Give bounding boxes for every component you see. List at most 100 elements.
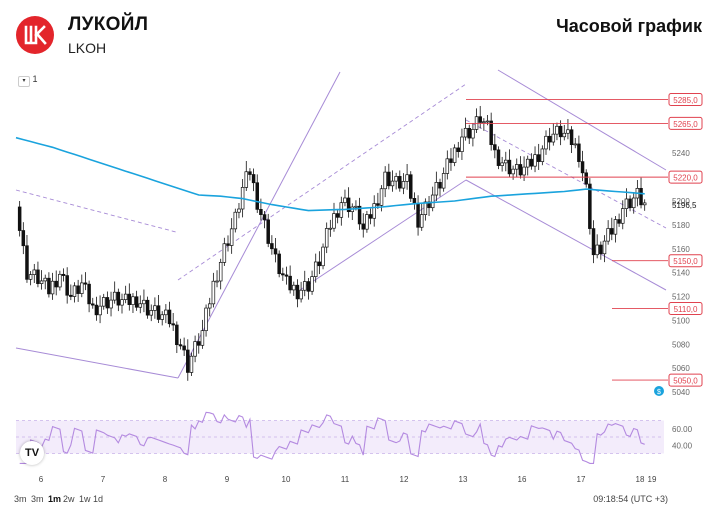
candle	[387, 163, 391, 190]
candle	[313, 253, 318, 283]
candle	[368, 208, 373, 225]
candle	[182, 337, 186, 356]
candle	[229, 218, 234, 254]
level-tag[interactable]	[668, 170, 703, 184]
candle	[602, 235, 607, 263]
clock-readout: 09:18:54 (UTC +3)	[593, 494, 668, 504]
candle	[156, 295, 161, 324]
candle	[91, 297, 95, 309]
timeframe-button-5[interactable]: 1d	[93, 494, 104, 504]
x-tick-label: 19	[648, 475, 657, 484]
ticker-symbol: LKOH	[68, 40, 107, 56]
candle	[65, 267, 69, 304]
timeframe-button-1[interactable]: 3m	[31, 494, 44, 504]
candle	[101, 293, 106, 310]
moving-average-line	[15, 136, 645, 212]
x-tick-label: 17	[577, 475, 586, 484]
candle	[87, 280, 91, 313]
candle	[452, 144, 457, 167]
candle	[211, 272, 216, 308]
candle	[47, 272, 51, 298]
dollar-icon[interactable]	[654, 386, 664, 396]
candle	[339, 196, 344, 226]
candle	[50, 272, 55, 300]
level-tag[interactable]	[668, 301, 703, 315]
timeframe-button-3[interactable]: 2w	[63, 494, 75, 504]
candle	[83, 272, 88, 291]
timeframe-button-2[interactable]: 1m	[48, 494, 62, 504]
candle	[507, 149, 512, 178]
candle	[471, 123, 475, 147]
candle	[529, 153, 534, 170]
level-tag-label: 5285,0	[673, 96, 698, 105]
candle	[123, 285, 128, 304]
candle	[588, 178, 592, 235]
rsi-line	[19, 411, 645, 464]
candle	[262, 211, 267, 229]
candle	[621, 200, 625, 230]
candle	[109, 291, 113, 317]
candle	[357, 197, 362, 230]
candle	[434, 171, 439, 202]
candle	[295, 279, 300, 308]
timeframe-button-4[interactable]: 1w	[79, 494, 91, 504]
candle	[394, 172, 398, 190]
candle	[416, 195, 420, 236]
candle	[292, 281, 296, 296]
level-tag-label: 5050,0	[673, 377, 698, 386]
candle	[613, 215, 618, 243]
y-tick-label: 5140	[672, 269, 690, 278]
compare-toggle[interactable]: ▾ 1	[18, 74, 38, 87]
candle	[515, 158, 519, 178]
candle	[200, 319, 205, 349]
candle	[251, 168, 256, 192]
timeframe-button-0[interactable]: 3m	[14, 494, 27, 504]
candle	[145, 296, 150, 319]
trend-channel-line	[497, 69, 667, 171]
candle	[449, 148, 453, 171]
candle	[409, 171, 413, 202]
level-tag[interactable]	[668, 116, 703, 130]
candle	[153, 297, 157, 319]
trend-channel-line	[15, 189, 177, 233]
candle	[237, 203, 241, 219]
candle	[310, 270, 314, 295]
candle	[244, 161, 249, 191]
candle	[303, 270, 307, 297]
candle	[467, 124, 471, 145]
candle	[628, 195, 632, 212]
candle	[591, 220, 596, 264]
candle	[398, 170, 402, 192]
y-tick-label: 5060	[672, 364, 690, 373]
candle	[36, 261, 40, 288]
candle	[281, 267, 285, 281]
candle	[54, 270, 58, 296]
company-name: ЛУКОЙЛ	[68, 14, 149, 35]
candle	[617, 213, 621, 227]
candle	[197, 333, 201, 354]
candle	[504, 151, 508, 172]
level-tag[interactable]	[668, 373, 703, 387]
candle	[324, 222, 329, 254]
level-tag[interactable]	[668, 93, 703, 107]
candle	[105, 291, 110, 314]
candle	[306, 277, 311, 300]
candle	[167, 301, 172, 328]
candle	[142, 289, 146, 313]
candle	[511, 165, 515, 180]
candle	[423, 198, 428, 221]
candle	[419, 203, 424, 231]
candle	[204, 304, 208, 337]
candle	[584, 169, 588, 188]
candle	[595, 234, 599, 259]
x-tick-label: 11	[341, 475, 350, 484]
candle	[555, 122, 559, 141]
candle	[441, 167, 446, 192]
candle	[518, 156, 523, 179]
candle	[445, 150, 450, 180]
candle	[460, 128, 464, 161]
candle	[401, 173, 406, 195]
level-tag[interactable]	[668, 254, 703, 268]
candle	[218, 258, 223, 290]
